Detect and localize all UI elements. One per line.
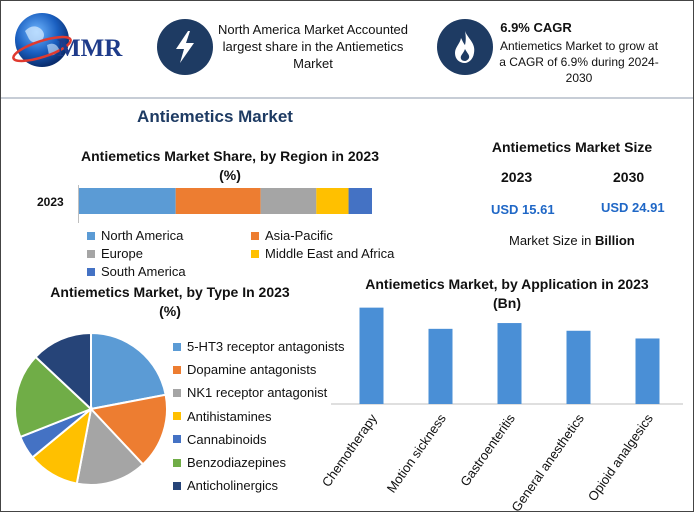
application-tick-chemotherapy: Chemotherapy [319, 411, 380, 490]
application-chart-title: Antiemetics Market, by Application in 20… [365, 276, 649, 311]
type-legend-nk1-receptor-antagonist: NK1 receptor antagonist [173, 385, 327, 400]
application-bar-chemotherapy [359, 307, 384, 404]
legend-swatch [173, 342, 181, 351]
type-legend-benzodiazepines: Benzodiazepines [173, 455, 286, 470]
type-chart-title: Antiemetics Market, by Type In 2023 (%) [50, 284, 290, 319]
pie-slice-nk1-receptor-antagonist [75, 406, 145, 486]
value-2030: USD 24.91 [601, 200, 665, 215]
legend-label: Benzodiazepines [187, 455, 287, 470]
year-2023-label: 2023 [501, 169, 533, 185]
legend-label: Cannabinoids [187, 431, 267, 447]
globe-icon [12, 13, 72, 67]
legend-label: Anticholinergics [187, 478, 279, 494]
region-chart-title: Antiemetics Market Share, by Region in 2… [81, 148, 379, 183]
legend-swatch [87, 267, 95, 276]
year-2030-label: 2030 [613, 169, 645, 185]
legend-label: Dopamine antagonists [187, 362, 317, 378]
legend-swatch [87, 249, 95, 258]
type-pie-chart [14, 331, 168, 486]
region-legend-asia-pacific: Asia-Pacific [251, 228, 333, 243]
region-legend-middle-east-and-africa: Middle East and Africa [251, 246, 394, 261]
region-axis-line [78, 185, 79, 223]
application-tick-opioid-analgesics: Opioid analgesics [585, 411, 656, 504]
application-bar-chart: Chemotherapy Motion sickness Gastroenterit… [319, 307, 683, 511]
type-legend-5-ht3-receptor-antagonists: 5-HT3 receptor antagonists [173, 339, 345, 354]
legend-label: 5-HT3 receptor antagonists [187, 339, 345, 354]
legend-swatch [173, 365, 181, 374]
legend-label: NK1 receptor antagonist [187, 385, 328, 401]
type-legend-antihistamines: Antihistamines [173, 409, 272, 424]
legend-label: Asia-Pacific [265, 228, 333, 243]
region-bar-south-america [348, 188, 372, 214]
application-bar-motion-sickness [428, 328, 453, 404]
region-category-label: 2023 [37, 195, 64, 209]
legend-swatch [173, 458, 181, 467]
application-bar-gastroenteritis [497, 323, 522, 404]
application-tick-motion-sickness: Motion sickness [384, 411, 450, 496]
market-size-title: Antiemetics Market Size [491, 139, 653, 155]
logo-text: MMR [57, 35, 123, 62]
market-size-unit-note: Market Size in Billion [509, 233, 635, 248]
legend-swatch [173, 388, 181, 397]
header-divider [1, 97, 693, 99]
application-tick-gastroenteritis: Gastroenteritis [457, 411, 518, 489]
north-america-note: North America Market Accounted largest s… [217, 22, 409, 71]
cagr-title: 6.9% CAGR [500, 20, 572, 35]
pie-slice-benzodiazepines [14, 355, 93, 439]
lightning-badge [157, 19, 213, 75]
legend-label: South America [101, 264, 186, 279]
region-bar-middle-east-and-africa [316, 188, 349, 214]
region-legend-europe: Europe [87, 246, 143, 261]
legend-swatch [251, 231, 259, 240]
legend-swatch [87, 231, 95, 240]
type-legend-anticholinergics: Anticholinergics [173, 478, 278, 493]
legend-swatch [251, 249, 259, 258]
legend-swatch [173, 481, 181, 490]
value-2023: USD 15.61 [491, 202, 555, 217]
type-legend-cannabinoids: Cannabinoids [173, 432, 267, 447]
legend-swatch [173, 435, 181, 444]
application-tick-general-anesthetics: General anesthetics [508, 411, 587, 512]
cagr-note: Antiemetics Market to grow at a CAGR of … [499, 39, 659, 85]
region-bar-north-america [79, 188, 176, 214]
legend-swatch [173, 412, 181, 421]
pie-slice-anticholinergics [34, 331, 92, 412]
legend-label: North America [101, 228, 184, 243]
region-stacked-bar [79, 188, 372, 214]
legend-label: Middle East and Africa [265, 246, 395, 261]
legend-label: Antihistamines [187, 408, 272, 424]
flame-icon [455, 31, 475, 63]
legend-label: Europe [101, 246, 143, 261]
pie-slice-5-ht3-receptor-antagonists [90, 331, 167, 411]
unit-note-prefix: Market Size in [509, 233, 592, 248]
pie-slice-dopamine-antagonists [89, 393, 168, 466]
lightning-icon [176, 31, 194, 63]
application-bar-general-anesthetics [566, 330, 591, 404]
region-legend-north-america: North America [87, 228, 183, 243]
logo: MMR [11, 9, 141, 71]
region-legend-south-america: South America [87, 264, 186, 279]
type-legend-dopamine-antagonists: Dopamine antagonists [173, 362, 316, 377]
region-bar-asia-pacific [175, 188, 261, 214]
region-bar-europe [260, 188, 317, 214]
main-title: Antiemetics Market [137, 107, 293, 126]
application-bar-opioid-analgesics [635, 338, 660, 404]
unit-note-unit: Billion [595, 233, 635, 248]
flame-badge [437, 19, 493, 75]
